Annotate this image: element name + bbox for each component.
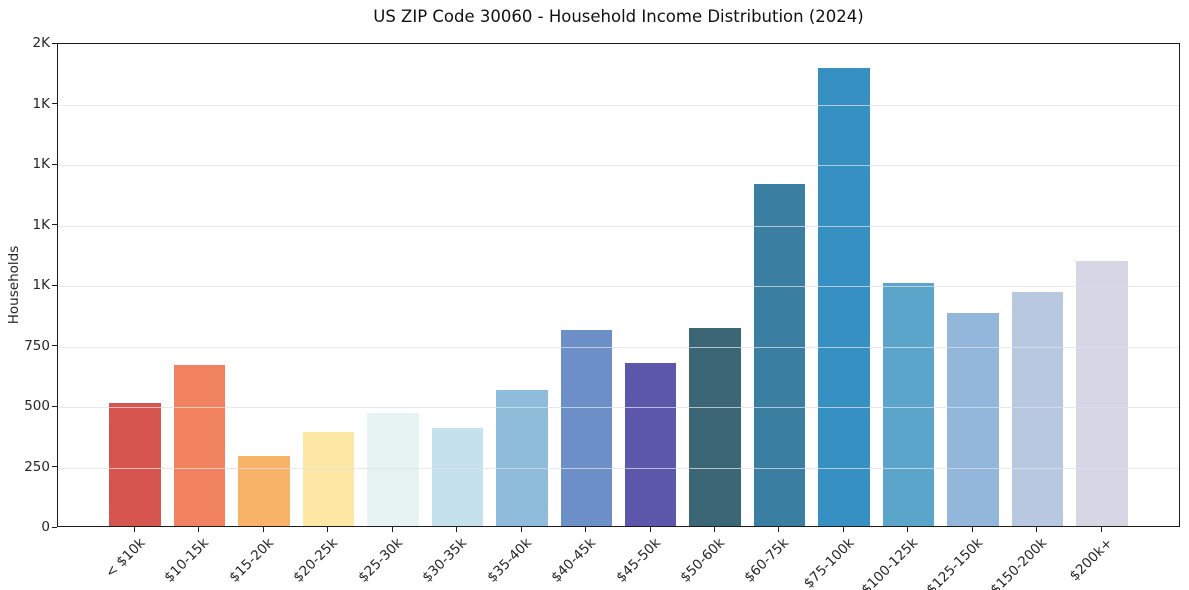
bar-slot — [876, 44, 940, 526]
y-tick-mark — [52, 466, 57, 468]
bar-$50-60k — [689, 328, 741, 526]
x-tick-label: $125-150k — [923, 535, 987, 590]
x-tick-mark — [520, 527, 522, 532]
bar-$40-45k — [560, 329, 613, 526]
bar-slot — [747, 44, 811, 526]
bar-slot — [554, 44, 618, 526]
bars-layer — [58, 44, 1179, 526]
y-tick-mark — [52, 284, 57, 286]
bar-$125-150k — [947, 312, 999, 526]
y-tick-label: 0 — [41, 519, 50, 535]
x-tick-label: $10-15k — [161, 535, 213, 586]
x-tick-mark — [584, 527, 586, 532]
y-tick-mark — [52, 42, 57, 44]
x-tick-mark — [842, 527, 844, 532]
y-tick-label: 250 — [24, 458, 50, 475]
x-tick-label: $15-20k — [226, 535, 278, 586]
bar-slot — [619, 44, 683, 526]
x-tick-mark — [326, 527, 328, 532]
x-tick-mark — [391, 527, 393, 532]
x-tick-mark — [455, 527, 457, 532]
x-tick-mark — [1100, 527, 1102, 532]
y-tick-label: 500 — [24, 398, 50, 414]
chart-title: US ZIP Code 30060 - Household Income Dis… — [373, 7, 864, 26]
x-tick-label: $40-45k — [548, 535, 600, 586]
bar-slot — [1070, 44, 1134, 526]
y-tick-label: 1K — [32, 216, 50, 233]
bar-$45-50k — [624, 363, 677, 526]
plot-area — [57, 43, 1180, 527]
y-tick-label: 1K — [32, 95, 50, 112]
bar-$10-15k — [173, 364, 226, 526]
bar-< $10k — [109, 403, 161, 526]
x-tick-mark — [1035, 527, 1037, 532]
bar-$60-75k — [753, 183, 806, 526]
bar-$100-125k — [882, 282, 935, 526]
bar-$35-40k — [496, 389, 548, 526]
x-tick-label: $20-25k — [290, 535, 342, 586]
x-tick-mark — [197, 527, 199, 532]
bar-$150-200k — [1011, 292, 1064, 526]
x-tick-label: $30-35k — [419, 535, 471, 586]
y-tick-label: 750 — [24, 337, 50, 354]
bar-slot — [425, 44, 489, 526]
bar-$25-30k — [367, 412, 419, 526]
y-tick-mark — [52, 163, 57, 165]
y-tick-label: 2K — [32, 35, 50, 51]
x-tick-label: $50-60k — [677, 535, 729, 586]
bar-slot — [683, 44, 747, 526]
y-tick-label: 1K — [32, 277, 50, 293]
x-tick-label: $75-100k — [800, 535, 858, 590]
x-tick-mark — [262, 527, 264, 532]
bar-$15-20k — [238, 456, 290, 526]
y-tick-mark — [52, 345, 57, 347]
bar-slot — [941, 44, 1005, 526]
x-tick-mark — [906, 527, 908, 532]
y-tick-mark — [52, 526, 57, 528]
bar-$200k+ — [1076, 260, 1128, 526]
x-tick-label: $100-125k — [858, 535, 922, 590]
bar-$75-100k — [818, 68, 870, 526]
x-tick-label: < $10k — [102, 535, 149, 582]
bar-slot — [232, 44, 296, 526]
y-tick-mark — [52, 103, 57, 105]
bar-$20-25k — [302, 432, 355, 526]
bar-slot — [296, 44, 360, 526]
x-tick-label: $150-200k — [987, 535, 1051, 590]
x-tick-mark — [133, 527, 135, 532]
x-tick-mark — [971, 527, 973, 532]
bar-slot — [361, 44, 425, 526]
bar-slot — [812, 44, 876, 526]
bar-slot — [103, 44, 167, 526]
y-tick-mark — [52, 224, 57, 226]
x-tick-mark — [649, 527, 651, 532]
bar-$30-35k — [431, 428, 484, 526]
x-tick-mark — [713, 527, 715, 532]
bar-slot — [490, 44, 554, 526]
bar-slot — [167, 44, 231, 526]
y-axis-label: Households — [6, 245, 22, 325]
x-tick-label: $200k+ — [1066, 535, 1116, 585]
bar-slot — [1005, 44, 1069, 526]
x-tick-label: $25-30k — [355, 535, 407, 586]
y-tick-mark — [52, 405, 57, 407]
x-tick-label: $35-40k — [484, 535, 536, 586]
y-tick-label: 1K — [32, 156, 50, 172]
x-tick-label: $60-75k — [741, 535, 793, 586]
x-tick-mark — [777, 527, 779, 532]
x-tick-label: $45-50k — [613, 535, 665, 586]
